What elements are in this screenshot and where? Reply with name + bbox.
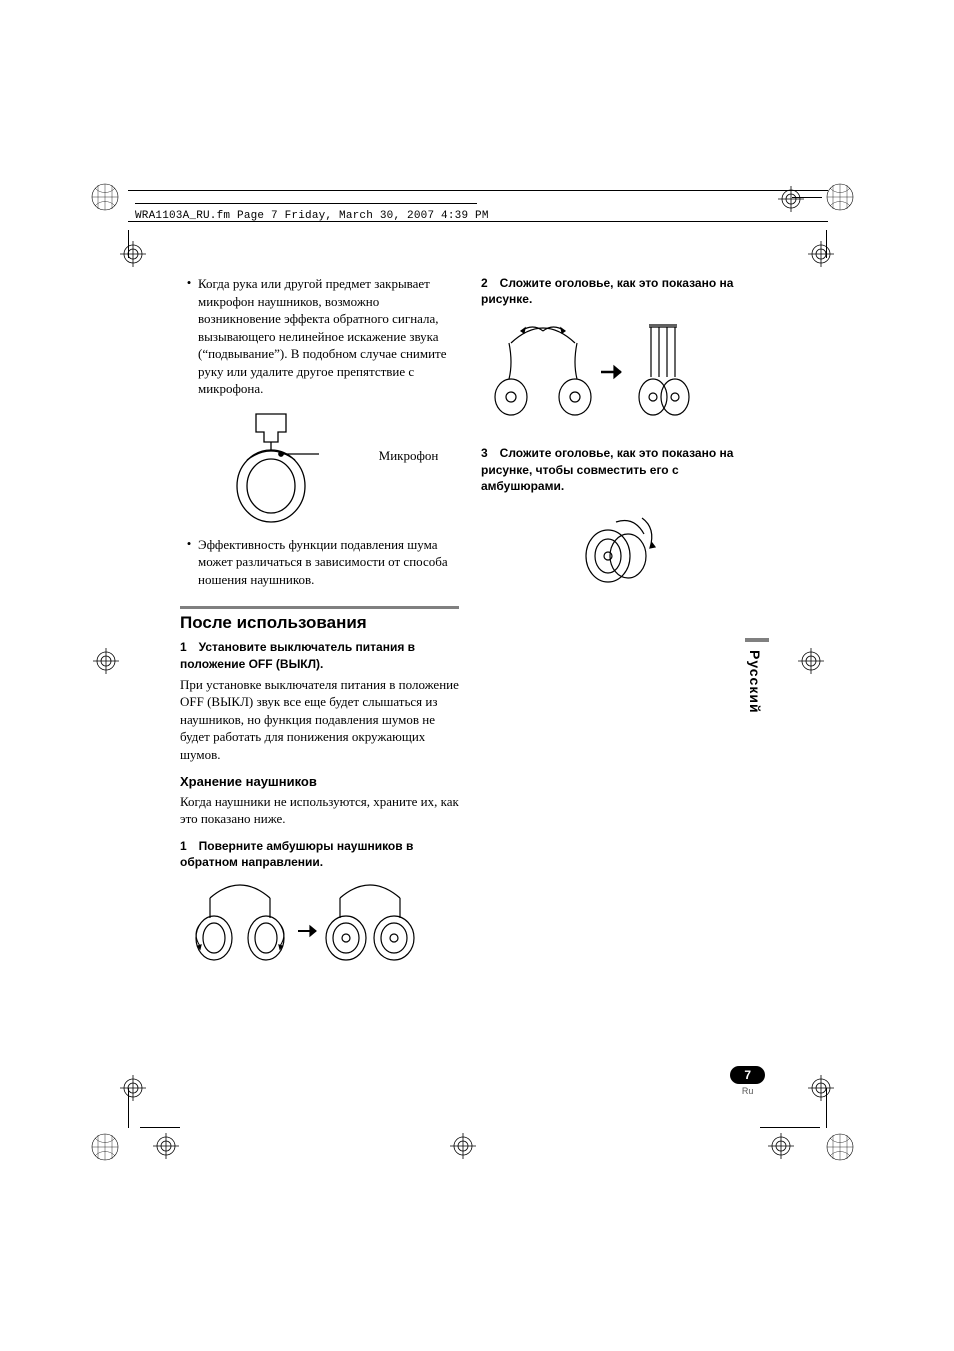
section-title: После использования (180, 613, 459, 633)
trim-rule (140, 1127, 180, 1128)
crosshair-icon (808, 1075, 834, 1101)
crosshair-icon (120, 241, 146, 267)
step-heading: 1 Установите выключатель питания в полож… (180, 639, 459, 671)
figure-fold-compact (481, 504, 760, 594)
trim-rule (128, 230, 129, 258)
bullet-text: Когда рука или другой предмет закрывает … (198, 275, 459, 398)
crosshair-icon (153, 1133, 179, 1159)
header-rule-top (135, 203, 477, 204)
header-rule-bottom (135, 221, 477, 222)
page-number-badge: 7 Ru (730, 1066, 765, 1096)
step-heading: 1 Поверните амбушюры наушников в обратно… (180, 838, 459, 870)
body-text: Когда наушники не используются, храните … (180, 793, 459, 828)
language-tab-label: Русский (747, 650, 763, 714)
section-rule (180, 606, 459, 609)
trim-rule (826, 1088, 827, 1128)
body-text: При установке выключателя питания в поло… (180, 676, 459, 764)
figure-microphone: Микрофон (180, 406, 459, 526)
sub-heading: Хранение наушников (180, 774, 459, 789)
crosshair-icon (93, 648, 119, 674)
right-column: 2 Сложите оголовье, как это показано на … (481, 275, 760, 976)
bullet-dot-icon: • (180, 275, 198, 398)
registration-globe-icon (825, 1132, 855, 1162)
bullet-dot-icon: • (180, 536, 198, 589)
page-number: 7 (730, 1066, 765, 1084)
trim-rule (760, 1127, 820, 1128)
trim-rule (128, 1088, 129, 1128)
left-column: • Когда рука или другой предмет закрывае… (180, 275, 459, 976)
bullet-item: • Эффективность функции подавления шума … (180, 536, 459, 589)
crosshair-icon (768, 1133, 794, 1159)
page-content: • Когда рука или другой предмет закрывае… (180, 275, 760, 976)
language-tab: Русский (747, 650, 765, 740)
page-lang-short: Ru (730, 1086, 765, 1096)
crosshair-icon (778, 186, 804, 212)
step-heading: 2 Сложите оголовье, как это показано на … (481, 275, 760, 307)
figure-rotate-earcups (180, 876, 459, 976)
trim-rule (826, 230, 827, 258)
crosshair-icon (450, 1133, 476, 1159)
crosshair-icon (120, 1075, 146, 1101)
figure-fold-headband (481, 317, 760, 427)
step-heading: 3 Сложите оголовье, как это показано на … (481, 445, 760, 494)
crosshair-icon (798, 648, 824, 674)
tab-rule (745, 638, 769, 642)
crosshair-icon (808, 241, 834, 267)
registration-globe-icon (90, 182, 120, 212)
bullet-text: Эффективность функции подавления шума мо… (198, 536, 459, 589)
bullet-item: • Когда рука или другой предмет закрывае… (180, 275, 459, 398)
registration-globe-icon (825, 182, 855, 212)
registration-globe-icon (90, 1132, 120, 1162)
figure-caption: Микрофон (379, 448, 439, 464)
trim-rule (792, 197, 822, 198)
